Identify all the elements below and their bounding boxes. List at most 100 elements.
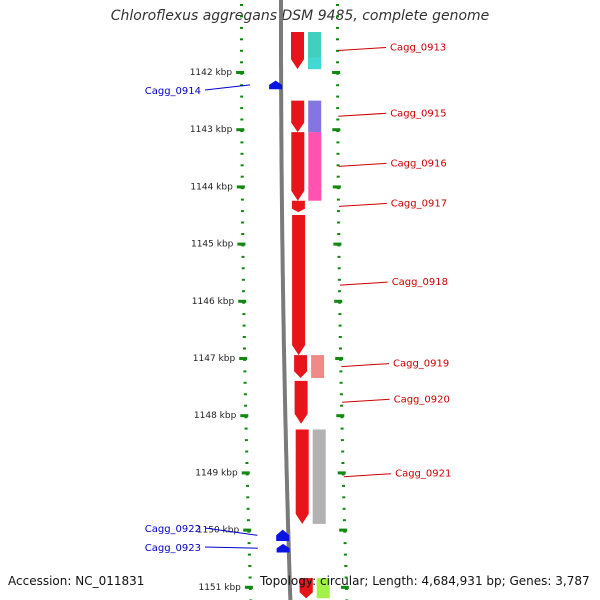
gene-label-leader — [341, 363, 390, 368]
major-tick-left — [238, 299, 247, 303]
minor-tick-right — [338, 313, 342, 316]
gene-label: Cagg_0913 — [390, 43, 446, 54]
minor-tick-right — [338, 324, 342, 327]
minor-tick-left — [243, 370, 247, 373]
minor-tick-left — [246, 519, 250, 522]
tick-label: 1148 kbp — [194, 411, 237, 421]
tick-label: 1142 kbp — [190, 68, 233, 78]
major-tick-right — [337, 471, 346, 475]
major-tick-left — [241, 471, 250, 475]
minor-tick-left — [240, 26, 243, 29]
minor-tick-right — [336, 4, 339, 6]
minor-tick-right — [336, 107, 340, 110]
accession-text: Accession: NC_011831 — [8, 574, 145, 588]
minor-tick-left — [246, 496, 250, 499]
minor-tick-left — [240, 4, 243, 6]
tick-layer: 1142 kbp 1143 kbp 1144 kbp 1145 kbp 1146 kbp… — [190, 4, 349, 600]
minor-tick-left — [240, 118, 244, 121]
minor-tick-right — [336, 152, 340, 155]
minor-tick-right — [337, 255, 341, 258]
tick-label: 1146 kbp — [192, 297, 235, 307]
reverse-gene-arrow — [276, 543, 290, 553]
minor-tick-left — [243, 381, 247, 384]
forward-gene-arrow — [292, 215, 306, 356]
minor-tick-right — [340, 404, 344, 407]
genes-layer — [269, 32, 330, 599]
gene-label: Cagg_0919 — [393, 359, 449, 370]
tick-label: 1145 kbp — [191, 240, 234, 250]
gene-label-leader — [337, 47, 387, 51]
minor-tick-right — [342, 519, 346, 522]
minor-tick-left — [240, 95, 244, 98]
gene-label: Cagg_0916 — [391, 158, 447, 169]
minor-tick-right — [344, 576, 348, 579]
minor-tick-right — [339, 381, 343, 384]
minor-tick-right — [336, 118, 340, 121]
minor-tick-right — [337, 221, 341, 224]
major-tick-right — [334, 299, 343, 303]
minor-tick-right — [336, 15, 339, 18]
minor-tick-left — [242, 290, 245, 293]
gene-label: Cagg_0921 — [395, 469, 451, 480]
gene-label-leader — [338, 202, 387, 207]
tick-label: 1147 kbp — [193, 354, 236, 364]
major-tick-left — [236, 185, 245, 189]
minor-tick-left — [240, 15, 243, 18]
minor-tick-left — [243, 347, 246, 350]
gene-label-leader — [204, 546, 258, 549]
minor-tick-left — [243, 393, 247, 396]
minor-tick-left — [240, 107, 244, 110]
gene-label: Cagg_0918 — [392, 277, 448, 288]
genome-title: Chloroflexus aggregans DSM 9485, complet… — [110, 8, 490, 24]
minor-tick-right — [336, 61, 339, 64]
cog-category-bar — [308, 132, 322, 201]
minor-tick-right — [336, 95, 340, 98]
gene-label-leader — [342, 398, 390, 403]
minor-tick-left — [240, 38, 243, 41]
major-tick-left — [244, 585, 253, 589]
major-tick-right — [332, 128, 341, 132]
minor-tick-left — [246, 507, 250, 510]
minor-tick-right — [342, 484, 345, 487]
major-tick-left — [239, 357, 248, 360]
cog-category-bar — [312, 429, 326, 524]
gene-label-leader — [204, 527, 258, 536]
minor-tick-left — [240, 49, 243, 52]
minor-tick-left — [240, 175, 244, 178]
cog-category-bar — [308, 100, 322, 133]
genome-backbone — [279, 0, 293, 600]
labels-layer: Cagg_0913 Cagg_0914 Cagg_0915 Cagg_0916 Cagg… — [145, 43, 452, 555]
minor-tick-right — [341, 450, 345, 453]
minor-tick-right — [344, 565, 348, 567]
minor-tick-left — [245, 462, 249, 464]
minor-tick-left — [248, 576, 252, 579]
tick-label: 1144 kbp — [190, 182, 233, 192]
minor-tick-right — [336, 38, 339, 41]
minor-tick-left — [241, 278, 245, 281]
tick-label: 1143 kbp — [190, 125, 233, 135]
gene-label: Cagg_0923 — [145, 543, 201, 554]
minor-tick-left — [247, 553, 251, 556]
gene-label-leader — [339, 281, 388, 286]
major-tick-right — [340, 585, 349, 589]
gene-label: Cagg_0922 — [145, 524, 201, 535]
minor-tick-left — [240, 164, 244, 167]
minor-tick-right — [339, 393, 343, 396]
cog-category-bar — [308, 32, 321, 70]
minor-tick-right — [345, 587, 348, 590]
forward-gene-arrow — [291, 132, 305, 201]
minor-tick-left — [242, 324, 246, 327]
minor-tick-right — [337, 278, 341, 281]
gene-label: Cagg_0917 — [391, 198, 447, 209]
forward-gene-arrow — [295, 429, 309, 524]
backbone-layer — [279, 0, 293, 600]
minor-tick-left — [242, 313, 246, 316]
major-tick-left — [236, 71, 245, 74]
minor-tick-left — [240, 61, 243, 64]
reverse-gene-arrow — [269, 80, 283, 90]
minor-tick-left — [241, 267, 245, 270]
forward-gene-arrow — [294, 380, 308, 424]
minor-tick-left — [240, 141, 244, 144]
major-tick-right — [335, 357, 344, 360]
cog-category-bar — [311, 355, 325, 378]
